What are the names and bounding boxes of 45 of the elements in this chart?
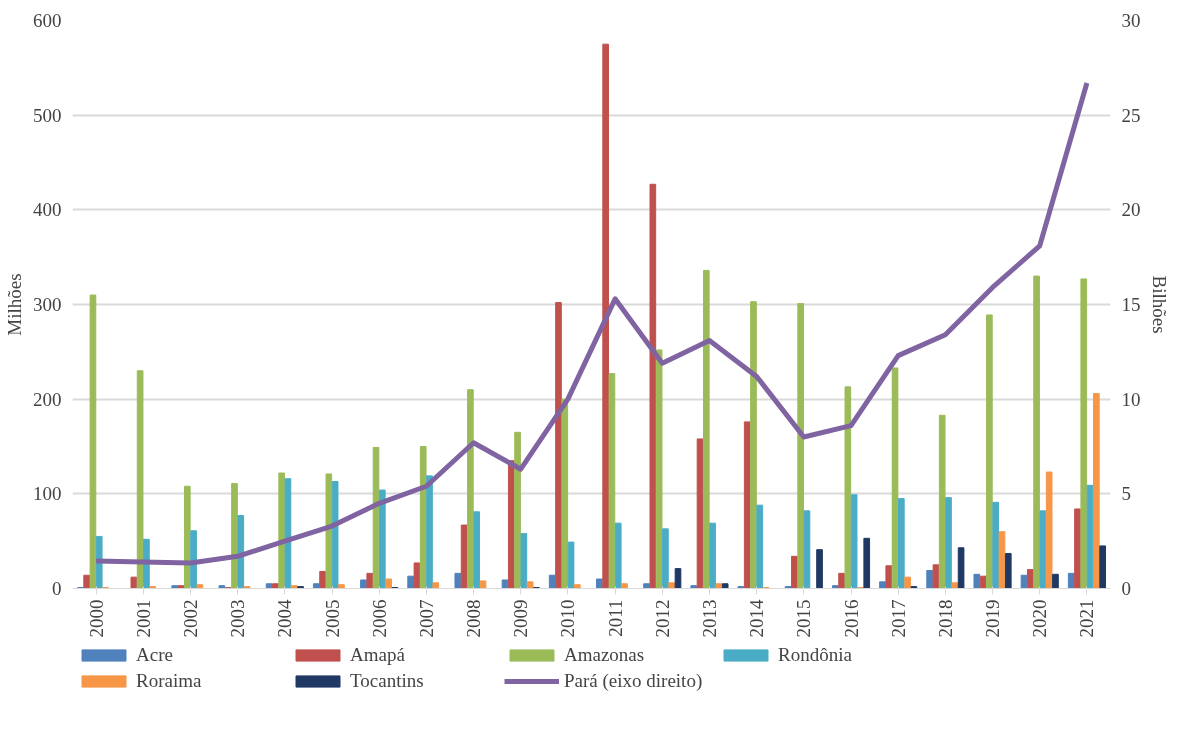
x-tick-label: 2010 — [557, 599, 579, 638]
y2-tick-label: 25 — [1121, 104, 1141, 126]
legend-label: Pará (eixo direito) — [564, 670, 704, 692]
y-tick-label: 100 — [33, 483, 62, 505]
y2-tick-label: 15 — [1121, 294, 1141, 315]
y-tick-label: 200 — [33, 388, 62, 410]
y-axis-title: Milhões — [4, 273, 25, 336]
x-tick-label: 2005 — [321, 599, 343, 638]
y2-tick-label: 20 — [1121, 199, 1141, 221]
x-tick-label: 2008 — [463, 599, 485, 638]
y-tick-label: 400 — [33, 199, 62, 221]
x-tick-label: 2007 — [415, 599, 437, 638]
x-tick-label: 2012 — [651, 599, 673, 638]
x-tick-label: 2016 — [840, 599, 862, 638]
y-tick-label: 600 — [33, 10, 62, 31]
legend-label: Amapá — [350, 644, 406, 666]
y2-tick-label: 0 — [1121, 578, 1131, 599]
x-tick-label: 2004 — [274, 599, 296, 638]
y2-tick-label: 30 — [1121, 10, 1141, 31]
x-tick-label: 2002 — [179, 599, 201, 638]
x-tick-label: 2013 — [698, 599, 720, 638]
legend-label: Amazonas — [564, 644, 646, 666]
x-tick-label: 2001 — [132, 599, 154, 638]
x-tick-label: 2006 — [368, 599, 390, 638]
y2-axis-title: Bilhões — [1148, 275, 1170, 334]
y2-tick-label: 10 — [1121, 388, 1141, 410]
x-tick-label: 2003 — [227, 599, 249, 638]
y2-tick-label: 5 — [1121, 483, 1131, 505]
y-tick-label: 0 — [52, 578, 62, 599]
x-tick-label: 2018 — [934, 599, 956, 638]
x-tick-label: 2020 — [1029, 599, 1051, 638]
x-tick-label: 2014 — [746, 599, 768, 638]
x-tick-label: 2009 — [510, 599, 532, 638]
x-tick-label: 2011 — [604, 599, 626, 637]
legend-label: Tocantins — [350, 670, 425, 692]
x-tick-label: 2015 — [793, 599, 815, 638]
legend-label: Rondônia — [778, 644, 853, 666]
legend-label: Acre — [136, 644, 174, 666]
x-tick-label: 2000 — [85, 599, 107, 638]
x-tick-label: 2021 — [1076, 599, 1098, 638]
y-tick-label: 500 — [33, 104, 62, 126]
x-tick-label: 2019 — [982, 599, 1004, 638]
legend-label: Roraima — [136, 670, 203, 692]
y-tick-label: 300 — [33, 294, 62, 315]
x-tick-label: 2017 — [887, 599, 909, 638]
